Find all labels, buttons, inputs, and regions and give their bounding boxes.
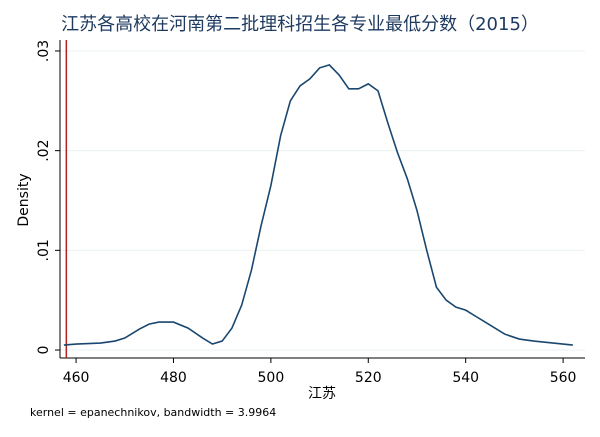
y-tick-label: .01 — [36, 239, 52, 261]
x-tick-label: 460 — [63, 370, 90, 386]
x-tick-label: 520 — [355, 370, 382, 386]
x-tick-label: 500 — [258, 370, 285, 386]
y-tick-label: .03 — [36, 40, 52, 62]
x-tick-label: 540 — [452, 370, 479, 386]
density-line — [63, 64, 573, 346]
y-tick-label: .02 — [36, 140, 52, 162]
x-axis-label: 江苏 — [308, 386, 336, 402]
x-tick-label: 480 — [160, 370, 187, 386]
x-tick-label: 560 — [550, 370, 577, 386]
note: kernel = epanechnikov, bandwidth = 3.996… — [30, 406, 276, 419]
y-axis-label: Density — [16, 173, 32, 226]
y-tick-label: 0 — [36, 346, 52, 355]
chart-title: 江苏各高校在河南第二批理科招生各专业最低分数（2015） — [61, 14, 539, 35]
